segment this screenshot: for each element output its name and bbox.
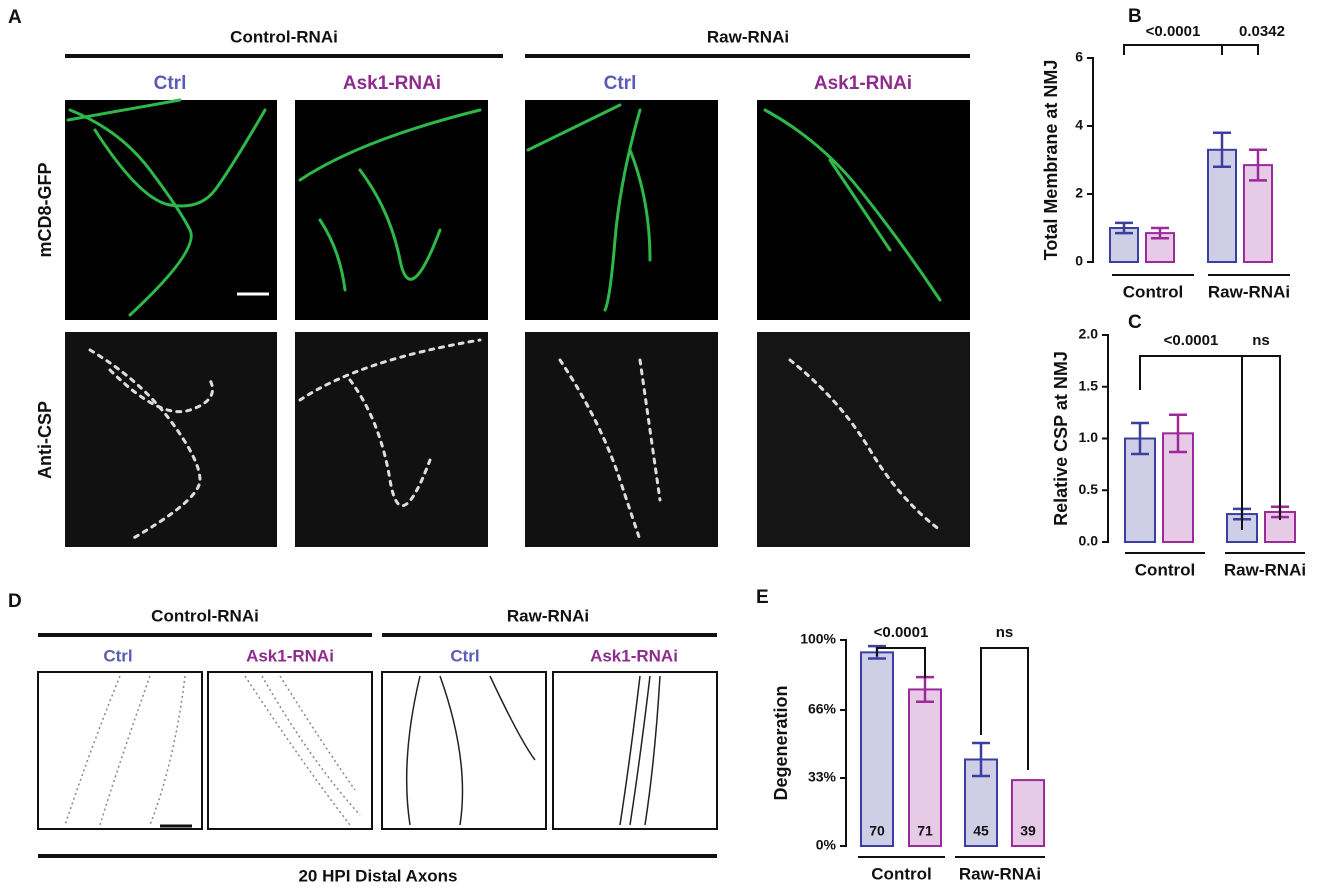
significance-bracket [1123, 44, 1223, 55]
bar [1011, 779, 1045, 848]
bar [1124, 437, 1156, 543]
column-label: Ctrl [450, 646, 479, 665]
y-axis-label: Total Membrane at NMJ [1041, 60, 1061, 261]
group-label: Control-RNAi [230, 27, 338, 46]
column-label: Ask1-RNAi [246, 646, 334, 665]
error-bar [1213, 131, 1231, 169]
y-tick-label: 4 [1075, 117, 1083, 133]
bar [860, 651, 894, 847]
significance-label: ns [996, 624, 1014, 641]
group-label: Raw-RNAi [507, 606, 589, 625]
y-tick-label: 100% [800, 631, 836, 647]
y-tick-label: 2.0 [1079, 326, 1099, 342]
panel-label: E [756, 587, 769, 608]
error-bar [1151, 226, 1169, 240]
error-bar [1131, 421, 1149, 456]
x-group-label: Raw-RNAi [959, 864, 1041, 883]
column-label: Ctrl [154, 73, 187, 94]
n-label: 39 [1020, 823, 1036, 839]
n-label: 70 [869, 823, 885, 839]
significance-bracket [1241, 355, 1281, 530]
panel-label: D [8, 591, 22, 612]
micrographs [37, 671, 718, 830]
y-tick-label: 2 [1075, 185, 1083, 201]
n-label: 71 [917, 823, 933, 839]
y-tick-label: 6 [1075, 49, 1083, 65]
column-label: Ctrl [604, 73, 637, 94]
y-tick-label: 33% [808, 769, 837, 785]
error-bar [972, 741, 990, 778]
error-bar [1169, 413, 1187, 454]
panel-label: C [1128, 312, 1142, 333]
group-label: Control-RNAi [151, 606, 259, 625]
significance-label: <0.0001 [1164, 332, 1219, 349]
row-label: mCD8-GFP [35, 162, 55, 257]
y-axis-label: Relative CSP at NMJ [1051, 351, 1071, 526]
bar [1207, 148, 1237, 263]
x-group-label: Control [871, 864, 931, 883]
significance-bracket [1221, 44, 1259, 55]
significance-label: <0.0001 [1146, 23, 1201, 40]
significance-bracket [980, 647, 1029, 770]
significance-bracket [876, 647, 926, 678]
bar [908, 688, 942, 847]
significance-label: <0.0001 [874, 624, 929, 641]
row-label: Anti-CSP [35, 401, 55, 479]
x-group-label: Raw-RNAi [1224, 560, 1306, 579]
y-tick-label: 0.0 [1079, 533, 1099, 549]
x-group-label: Raw-RNAi [1208, 282, 1290, 301]
y-tick-label: 0 [1075, 253, 1083, 269]
caption: 20 HPI Distal Axons [298, 866, 457, 885]
significance-label: ns [1252, 332, 1270, 349]
n-label: 45 [973, 823, 989, 839]
y-axis-label: Degeneration [771, 685, 791, 800]
y-tick-label: 66% [808, 701, 837, 717]
column-label: Ctrl [103, 646, 132, 665]
x-group-label: Control [1135, 560, 1195, 579]
y-tick-label: 0.5 [1079, 481, 1099, 497]
significance-label: 0.0342 [1239, 23, 1285, 40]
micrographs [65, 98, 970, 547]
panel-label: B [1128, 6, 1142, 27]
group-label: Raw-RNAi [707, 27, 789, 46]
error-bar [1115, 221, 1133, 235]
y-tick-label: 1.0 [1079, 429, 1099, 445]
y-tick-label: 0% [816, 837, 837, 853]
panel-label: A [8, 7, 22, 28]
y-tick-label: 1.5 [1079, 377, 1099, 393]
error-bar [1249, 148, 1267, 182]
column-label: Ask1-RNAi [590, 646, 678, 665]
column-label: Ask1-RNAi [343, 73, 441, 94]
x-group-label: Control [1123, 282, 1183, 301]
column-label: Ask1-RNAi [814, 73, 912, 94]
